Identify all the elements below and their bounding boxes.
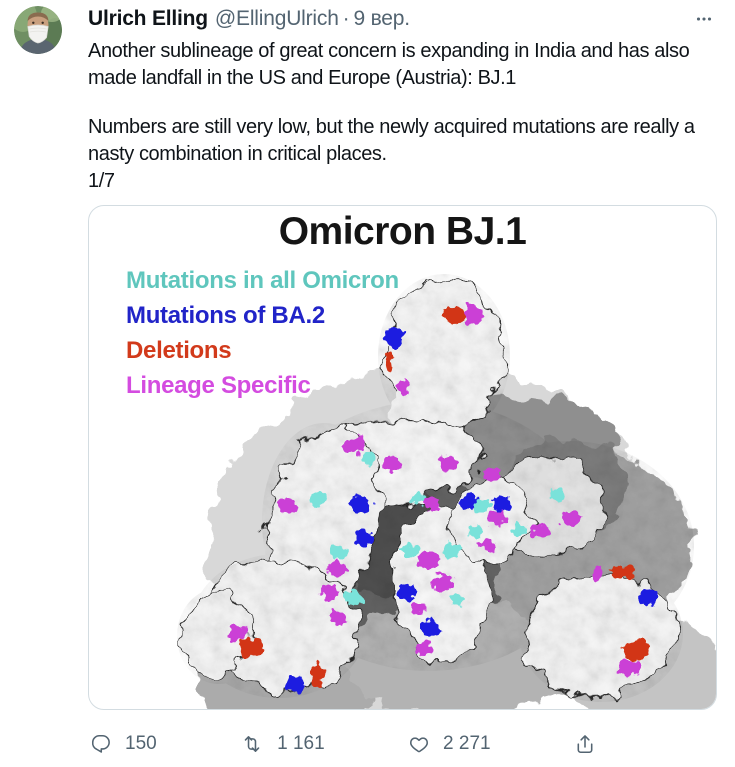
reply-button[interactable]: 150 xyxy=(90,733,157,755)
mutation-legend: Mutations in all Omicron Mutations of BA… xyxy=(126,263,399,403)
image-title: Omicron BJ.1 xyxy=(278,210,527,253)
retweet-button[interactable]: 1 161 xyxy=(240,733,325,755)
tweet-text-line: made landfall in the US and Europe (Aust… xyxy=(88,67,517,89)
share-button[interactable] xyxy=(574,733,596,755)
tweet-image-card[interactable]: Omicron BJ.1 Mutations in all Omicron Mu… xyxy=(88,205,717,710)
retweet-count: 1 161 xyxy=(277,733,325,754)
legend-item-lineage-specific: Lineage Specific xyxy=(126,372,311,399)
author-name[interactable]: Ulrich Elling xyxy=(88,7,208,30)
avatar-image xyxy=(14,6,62,54)
avatar[interactable] xyxy=(14,6,62,54)
more-options-button[interactable] xyxy=(691,6,717,32)
tweet-text-line: Another sublineage of great concern is e… xyxy=(88,40,690,62)
share-icon xyxy=(577,735,593,754)
legend-item-all-omicron: Mutations in all Omicron xyxy=(126,267,399,294)
tweet-header: Ulrich Elling @EllingUlrich · 9 вер. xyxy=(88,6,717,32)
more-horizontal-icon xyxy=(696,17,712,21)
reply-icon xyxy=(91,734,110,753)
dot-separator: · xyxy=(342,7,350,30)
author-handle[interactable]: @EllingUlrich xyxy=(214,7,339,30)
tweet-text-line: Numbers are still very low, but the newl… xyxy=(88,116,695,138)
like-count: 2 271 xyxy=(443,733,491,754)
reply-count: 150 xyxy=(125,733,157,754)
tweet-text-line: nasty combination in critical places. xyxy=(88,143,387,165)
tweet-text-paragraph-2: Numbers are still very low, but the newl… xyxy=(88,114,717,195)
tweet-text-thread-counter: 1/7 xyxy=(88,170,115,192)
heart-icon xyxy=(410,737,429,753)
timestamp[interactable]: 9 вер. xyxy=(353,7,410,30)
retweet-icon xyxy=(244,736,260,752)
engagement-bar: 150 1 161 2 271 xyxy=(88,726,596,762)
spike-protein-illustration xyxy=(177,274,716,709)
like-button[interactable]: 2 271 xyxy=(408,733,491,755)
legend-item-ba2: Mutations of BA.2 xyxy=(126,302,325,329)
tweet-meta: @EllingUlrich · 9 вер. xyxy=(215,7,410,31)
tweet-text-paragraph-1: Another sublineage of great concern is e… xyxy=(88,38,717,92)
legend-item-deletions: Deletions xyxy=(126,337,232,364)
